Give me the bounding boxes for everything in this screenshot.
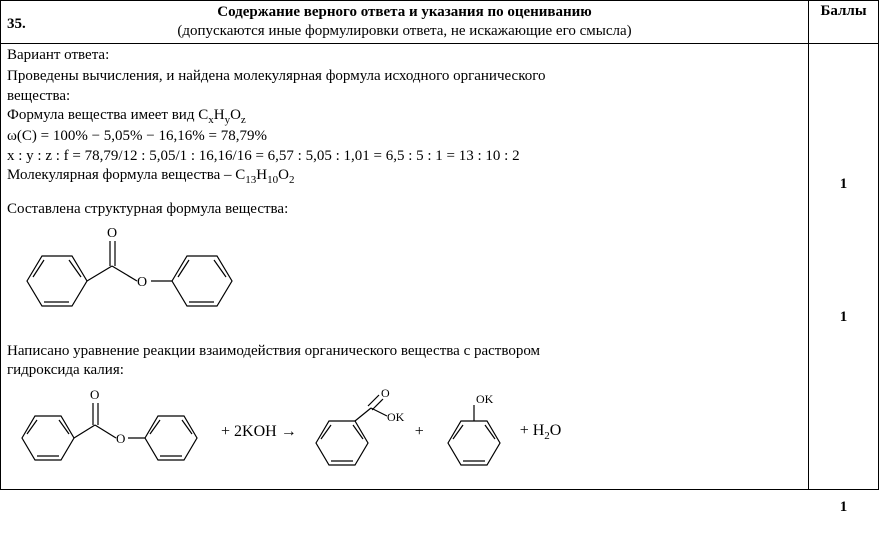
sub-10: 10 <box>267 174 278 186</box>
svg-text:O: O <box>381 386 390 400</box>
mol-o: O <box>278 167 289 183</box>
body-row: Вариант ответа: Проведены вычисления, и … <box>1 43 879 489</box>
step1-l2: вещества: <box>7 87 802 107</box>
step3-l1: Написано уравнение реакции взаимодействи… <box>7 342 802 362</box>
structure-formula: O O <box>7 221 802 338</box>
sub-13: 13 <box>245 174 256 186</box>
score-2: 1 <box>809 309 878 326</box>
product2-svg: OK <box>428 383 518 483</box>
sub-2: 2 <box>289 174 295 186</box>
svg-text:OK: OK <box>387 410 405 424</box>
h2o-o: O <box>550 422 562 439</box>
step1-l1: Проведены вычисления, и найдена молекуля… <box>7 67 802 87</box>
step1-l4: ω(C) = 100% − 5,05% − 16,16% = 78,79% <box>7 127 802 147</box>
variant-label: Вариант ответа: <box>7 46 802 66</box>
svg-text:O: O <box>116 431 125 446</box>
phenyl-benzoate-svg: O O <box>7 221 257 331</box>
formula-h: H <box>214 107 225 123</box>
rxn-koh: + 2KOH → <box>221 422 297 443</box>
header-note: (допускаются иные формулировки ответа, н… <box>177 23 631 39</box>
rxn-h2o: + H2O <box>520 421 562 443</box>
points-header: Баллы <box>809 1 879 44</box>
svg-text:O: O <box>107 226 117 241</box>
score-cell: 1 1 1 <box>809 43 879 489</box>
formula-o: O <box>230 107 241 123</box>
content-cell: Вариант ответа: Проведены вычисления, и … <box>1 43 809 489</box>
reaction-equation: O O + 2KOH → <box>7 383 802 483</box>
formula-prefix: Формула вещества имеет вид C <box>7 107 208 123</box>
step2-label: Составлена структурная формула вещества: <box>7 200 802 220</box>
rubric-table: 35. Содержание верного ответа и указания… <box>0 0 879 490</box>
header-left-cell: 35. Содержание верного ответа и указания… <box>1 1 809 44</box>
score-3: 1 <box>809 499 878 516</box>
score-1: 1 <box>809 176 878 193</box>
header-row: 35. Содержание верного ответа и указания… <box>1 1 879 44</box>
h2o-h: + H <box>520 422 545 439</box>
product1-svg: O OK <box>301 383 411 483</box>
step1-l6: Молекулярная формула вещества – C13H10O2 <box>7 166 802 187</box>
sub-z: z <box>241 114 246 126</box>
svg-text:OK: OK <box>476 392 494 406</box>
reactant-svg: O O <box>7 383 217 483</box>
svg-text:O: O <box>137 275 147 290</box>
step1-l3: Формула вещества имеет вид CxHyOz <box>7 106 802 127</box>
question-number: 35. <box>7 15 26 34</box>
step1-l5: x : y : z : f = 78,79/12 : 5,05/1 : 16,1… <box>7 147 802 167</box>
rxn-plus1: + <box>415 422 424 443</box>
mol-h: H <box>256 167 267 183</box>
mol-prefix: Молекулярная формула вещества – C <box>7 167 245 183</box>
step3-l2: гидроксида калия: <box>7 361 802 381</box>
header-title: Содержание верного ответа и указания по … <box>217 4 592 20</box>
svg-text:O: O <box>90 387 99 402</box>
